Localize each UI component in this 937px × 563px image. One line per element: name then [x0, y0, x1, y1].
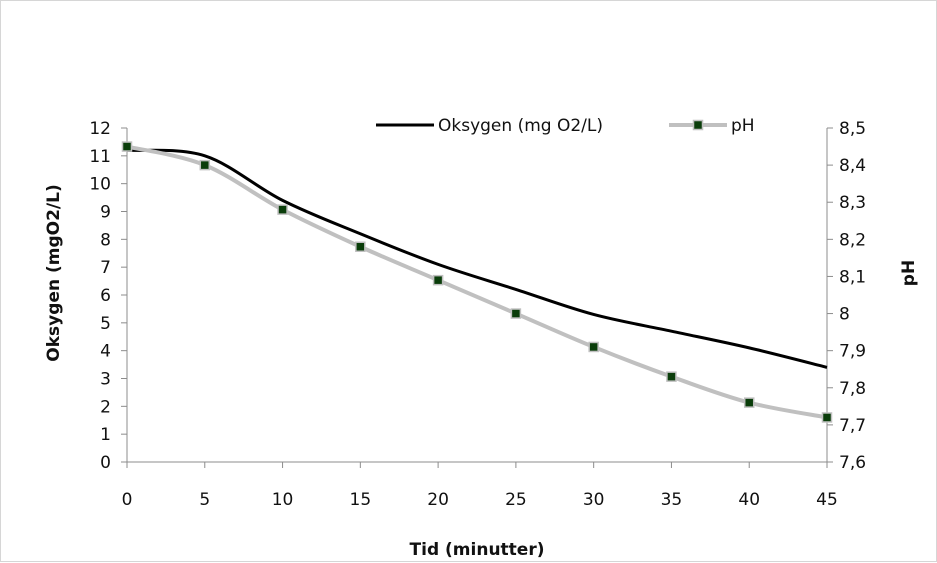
y-tick-label: 12: [89, 119, 111, 139]
y-tick-label: 7: [100, 258, 111, 278]
x-tick-label: 5: [199, 490, 210, 510]
x-tick-label: 45: [816, 490, 838, 510]
y2-tick-label: 8: [839, 305, 850, 325]
data-point-marker: [743, 397, 755, 408]
series-line-1: [126, 148, 828, 369]
y-tick-label: 2: [100, 397, 111, 417]
data-point-marker: [432, 274, 444, 286]
y2-tick-label: 8,3: [839, 193, 866, 213]
x-axis-title: Tid (minutter): [410, 540, 545, 560]
y2-tick-label: 8,5: [839, 119, 866, 139]
y-tick-label: 1: [100, 425, 111, 445]
y2-tick-label: 7,9: [839, 342, 866, 362]
x-tick-label: 20: [427, 490, 449, 510]
y-tick-label: 4: [100, 342, 111, 362]
y-axis-title: Oksygen (mgO2/L): [44, 184, 64, 361]
y2-tick-label: 8,4: [839, 156, 866, 176]
y-tick-label: 6: [100, 286, 111, 306]
legend-marker: [692, 119, 704, 131]
y2-tick-label: 8,1: [839, 267, 866, 287]
y2-tick-label: 7,8: [839, 379, 866, 399]
data-point-marker: [510, 308, 522, 319]
data-point-marker: [588, 341, 599, 353]
y-tick-label: 8: [100, 230, 111, 250]
y-tick-label: 3: [100, 370, 111, 390]
legend-label-2: pH: [731, 116, 755, 136]
x-tick-label: 35: [661, 490, 683, 510]
axes-group: 01234567891011127,67,77,87,988,18,28,38,…: [89, 119, 866, 510]
data-point-marker: [821, 412, 833, 423]
legend-label-1: Oksygen (mg O2/L): [438, 116, 603, 136]
y2-axis-title: pH: [899, 260, 919, 286]
series-line-2: [126, 144, 828, 420]
x-tick-label: 0: [122, 490, 133, 510]
y-tick-label: 0: [100, 453, 111, 473]
data-point-marker: [355, 241, 366, 253]
legend: Oksygen (mg O2/L) pH: [376, 116, 755, 136]
data-point-marker: [277, 204, 288, 215]
y-tick-label: 11: [89, 147, 111, 167]
data-point-marker: [199, 159, 211, 171]
x-tick-label: 30: [583, 490, 605, 510]
y-tick-label: 5: [100, 314, 111, 334]
x-tick-label: 25: [505, 490, 527, 510]
x-tick-label: 10: [272, 490, 294, 510]
y2-tick-label: 7,7: [839, 416, 866, 436]
y-tick-label: 9: [100, 203, 111, 223]
data-point-marker: [666, 371, 677, 382]
x-tick-label: 15: [350, 490, 372, 510]
y2-tick-label: 8,2: [839, 230, 866, 250]
x-tick-label: 40: [738, 490, 760, 510]
plot-group: [121, 141, 833, 423]
y2-tick-label: 7,6: [839, 453, 866, 473]
y-tick-label: 10: [89, 175, 111, 195]
data-point-marker: [121, 141, 133, 152]
